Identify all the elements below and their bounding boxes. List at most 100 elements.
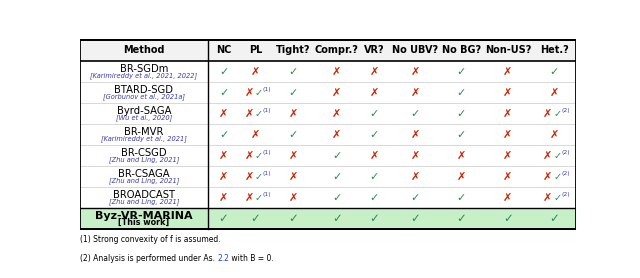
- Text: ✗: ✗: [457, 172, 466, 182]
- Text: ✓: ✓: [457, 193, 466, 203]
- Text: [Zhu and Ling, 2021]: [Zhu and Ling, 2021]: [109, 198, 179, 205]
- Text: (2): (2): [561, 171, 570, 176]
- Text: ✓: ✓: [550, 67, 559, 77]
- Text: ✗: ✗: [289, 109, 298, 119]
- Text: BROADCAST: BROADCAST: [113, 190, 175, 200]
- Text: ✗: ✗: [503, 151, 513, 161]
- Text: ✗: ✗: [550, 88, 559, 98]
- Text: ✗: ✗: [244, 88, 253, 98]
- Text: ✓: ✓: [457, 130, 466, 140]
- Text: ✗: ✗: [457, 151, 466, 161]
- Text: ✗: ✗: [503, 193, 513, 203]
- Text: [Karimireddy et al., 2021]: [Karimireddy et al., 2021]: [101, 135, 187, 142]
- Text: ✓: ✓: [456, 212, 467, 225]
- Bar: [80, 40, 576, 61]
- Text: ✓: ✓: [370, 193, 379, 203]
- Text: ✗: ✗: [503, 130, 513, 140]
- Text: ✓: ✓: [219, 67, 228, 77]
- Text: (1) Strong convexity of f is assumed.: (1) Strong convexity of f is assumed.: [80, 235, 221, 244]
- Text: ✗: ✗: [410, 88, 420, 98]
- Text: ✗: ✗: [370, 88, 379, 98]
- Text: ✗: ✗: [289, 172, 298, 182]
- Text: ✓: ✓: [503, 212, 513, 225]
- Text: VR?: VR?: [364, 46, 385, 56]
- Text: ✗: ✗: [370, 151, 379, 161]
- Text: ✗: ✗: [503, 109, 513, 119]
- Text: [Karimireddy et al., 2021, 2022]: [Karimireddy et al., 2021, 2022]: [90, 73, 197, 80]
- Text: ✓: ✓: [554, 172, 562, 182]
- Text: [Wu et al., 2020]: [Wu et al., 2020]: [116, 115, 172, 121]
- Text: [Zhu and Ling, 2021]: [Zhu and Ling, 2021]: [109, 157, 179, 163]
- Text: ✗: ✗: [332, 67, 341, 77]
- Text: ✓: ✓: [332, 212, 342, 225]
- Text: ✓: ✓: [370, 109, 379, 119]
- Text: ✓: ✓: [289, 88, 298, 98]
- Text: Byrd-SAGA: Byrd-SAGA: [116, 106, 171, 116]
- Bar: [80, 208, 576, 229]
- Text: ✓: ✓: [554, 193, 562, 203]
- Text: Compr.?: Compr.?: [315, 46, 358, 56]
- Text: No UBV?: No UBV?: [392, 46, 438, 56]
- Text: ✗: ✗: [251, 67, 260, 77]
- Text: Byz-VR-MARINA: Byz-VR-MARINA: [95, 211, 193, 221]
- Text: ✗: ✗: [289, 193, 298, 203]
- Text: (1): (1): [262, 108, 271, 113]
- Text: ✗: ✗: [410, 172, 420, 182]
- Text: Method: Method: [123, 46, 164, 56]
- Text: ✗: ✗: [543, 193, 552, 203]
- Text: [Gorbunov et al., 2021a]: [Gorbunov et al., 2021a]: [103, 93, 185, 100]
- Text: ✓: ✓: [255, 193, 263, 203]
- Text: ✗: ✗: [219, 172, 228, 182]
- Text: ✓: ✓: [332, 193, 341, 203]
- Text: (2): (2): [561, 192, 570, 197]
- Text: ✓: ✓: [554, 151, 562, 161]
- Text: NC: NC: [216, 46, 231, 56]
- Text: Tight?: Tight?: [276, 46, 310, 56]
- Text: ✓: ✓: [255, 88, 263, 98]
- Text: ✗: ✗: [244, 193, 253, 203]
- Text: BR-SGDm: BR-SGDm: [120, 64, 168, 74]
- Text: BR-CSAGA: BR-CSAGA: [118, 168, 170, 178]
- Text: BR-MVR: BR-MVR: [124, 126, 163, 136]
- Text: ✗: ✗: [503, 88, 513, 98]
- Text: ✓: ✓: [457, 88, 466, 98]
- Text: ✗: ✗: [543, 172, 552, 182]
- Text: ✗: ✗: [503, 172, 513, 182]
- Text: 2.2: 2.2: [218, 254, 229, 264]
- Text: ✗: ✗: [244, 172, 253, 182]
- Text: ✓: ✓: [332, 172, 341, 182]
- Text: ✓: ✓: [250, 212, 260, 225]
- Text: ✓: ✓: [554, 109, 562, 119]
- Text: ✓: ✓: [289, 67, 298, 77]
- Text: ✗: ✗: [550, 130, 559, 140]
- Text: (2): (2): [561, 108, 570, 113]
- Text: ✓: ✓: [219, 88, 228, 98]
- Text: ✗: ✗: [244, 109, 253, 119]
- Text: ✗: ✗: [251, 130, 260, 140]
- Text: ✗: ✗: [289, 151, 298, 161]
- Text: ✓: ✓: [370, 130, 379, 140]
- Text: PL: PL: [249, 46, 262, 56]
- Text: No BG?: No BG?: [442, 46, 481, 56]
- Text: ✓: ✓: [410, 212, 420, 225]
- Bar: [80, 40, 576, 229]
- Text: (2): (2): [561, 150, 570, 155]
- Text: BR-CSGD: BR-CSGD: [121, 148, 166, 158]
- Text: ✗: ✗: [332, 130, 341, 140]
- Text: ✓: ✓: [255, 151, 263, 161]
- Text: [This work]: [This work]: [118, 218, 170, 227]
- Text: ✓: ✓: [410, 193, 420, 203]
- Text: ✓: ✓: [332, 151, 341, 161]
- Text: ✗: ✗: [332, 88, 341, 98]
- Bar: [80, 40, 576, 229]
- Text: ✗: ✗: [244, 151, 253, 161]
- Text: ✓: ✓: [457, 109, 466, 119]
- Text: ✓: ✓: [370, 172, 379, 182]
- Text: Het.?: Het.?: [540, 46, 568, 56]
- Text: ✓: ✓: [255, 172, 263, 182]
- Text: (1): (1): [262, 87, 271, 92]
- Text: ✗: ✗: [543, 109, 552, 119]
- Text: ✓: ✓: [219, 130, 228, 140]
- Text: ✓: ✓: [219, 212, 228, 225]
- Text: (1): (1): [262, 150, 271, 155]
